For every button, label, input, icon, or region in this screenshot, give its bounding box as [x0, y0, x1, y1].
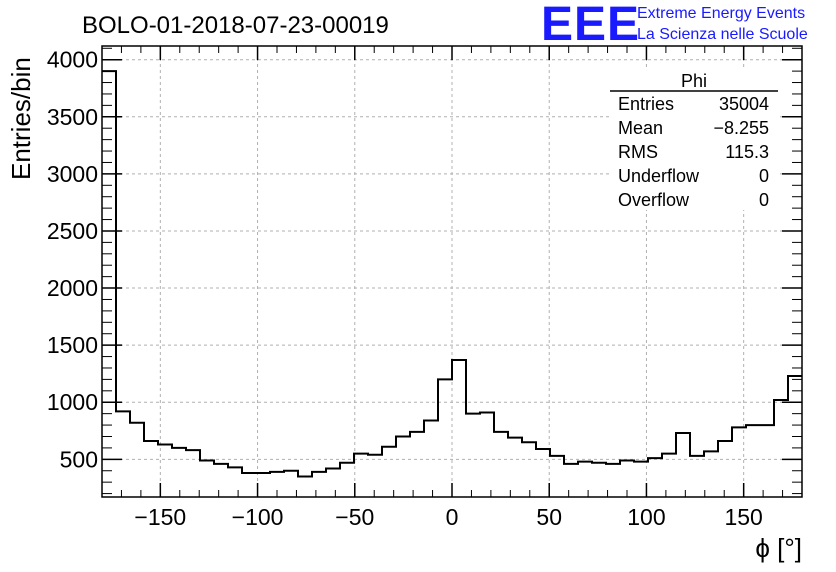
stats-value: 0 — [759, 190, 769, 210]
stats-label: Mean — [618, 118, 663, 138]
x-tick-label: 150 — [724, 504, 762, 530]
eee-logo: EEE — [541, 0, 640, 51]
logo-line-1: Extreme Energy Events — [637, 5, 805, 22]
stats-title: Phi — [681, 71, 707, 91]
stats-box: Phi Entries 35004 Mean −8.255 RMS 115.3 Underf… — [610, 70, 778, 210]
y-axis-label: Entries/bin — [6, 57, 36, 180]
x-tick-label: 100 — [627, 504, 665, 530]
stats-value: −8.255 — [713, 118, 769, 138]
stats-value: 35004 — [719, 94, 769, 114]
stats-rows: Entries 35004 Mean −8.255 RMS 115.3 Underflow 0… — [618, 94, 769, 210]
y-tick-label: 2000 — [47, 275, 98, 301]
major-ticks — [102, 46, 802, 497]
stats-box-background — [610, 70, 778, 210]
x-tick-label: −100 — [232, 504, 284, 530]
stats-label: RMS — [618, 142, 658, 162]
stats-label: Overflow — [618, 190, 690, 210]
x-tick-label: 50 — [536, 504, 562, 530]
y-tick-label: 3000 — [47, 161, 98, 187]
logo-line-2: La Scienza nelle Scuole — [637, 26, 808, 43]
x-axis-label: ϕ [°] — [755, 533, 802, 563]
y-tick-label: 2500 — [47, 218, 98, 244]
stats-value: 115.3 — [725, 142, 769, 162]
x-tick-label: −50 — [335, 504, 374, 530]
minor-ticks — [101, 46, 803, 497]
x-tick-label: 0 — [446, 504, 459, 530]
y-tick-label: 1500 — [47, 332, 98, 358]
x-tick-label: −150 — [134, 504, 186, 530]
histogram-title: BOLO-01-2018-07-23-00019 — [82, 12, 389, 39]
stats-value: 0 — [759, 166, 769, 186]
y-tick-label: 3500 — [47, 104, 98, 130]
stats-label: Underflow — [618, 166, 700, 186]
y-tick-labels: 500 1000 1500 2000 2500 3000 3500 4000 — [47, 47, 98, 473]
y-tick-label: 1000 — [47, 389, 98, 415]
y-tick-label: 4000 — [47, 47, 98, 73]
grid-lines — [102, 46, 802, 497]
y-tick-label: 500 — [60, 446, 98, 472]
x-tick-labels: −150 −100 −50 0 50 100 150 — [134, 504, 762, 530]
histogram-line — [102, 70, 802, 478]
stats-label: Entries — [618, 94, 674, 114]
